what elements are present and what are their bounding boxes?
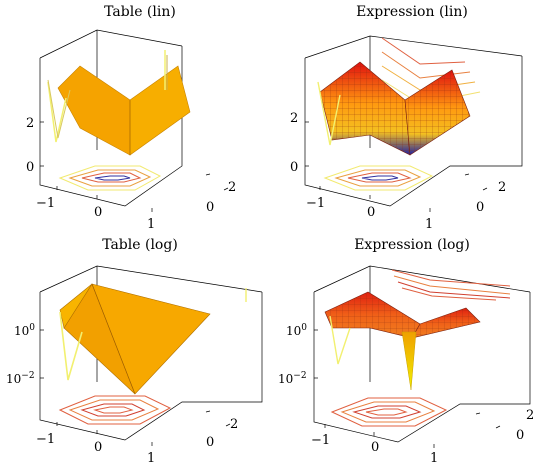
floor-contours — [330, 397, 448, 427]
ticks — [305, 121, 488, 212]
panel-expression-lin: Expression (lin) — [270, 0, 540, 232]
z-tick-label: 100 — [14, 323, 35, 338]
x-tick-label: −1 — [306, 196, 325, 211]
x-tick-label: 1 — [430, 451, 438, 464]
chart-table-log: 100 10−2 −1 0 1 0 2 — [6, 265, 263, 464]
chart-title: Expression (lin) — [356, 4, 468, 20]
x-tick-label: −1 — [311, 433, 330, 448]
y-tick-label: 0 — [206, 435, 214, 450]
floor-contours — [58, 165, 162, 191]
surface — [59, 283, 247, 395]
y-tick-label: 0 — [206, 200, 214, 215]
chart-title: Table (lin) — [104, 4, 176, 20]
z-tick-label: 10−2 — [278, 371, 307, 386]
floor-contours — [323, 165, 434, 191]
x-tick-label: 0 — [367, 205, 375, 220]
surface-mesh — [324, 291, 481, 391]
z-tick-label: 2 — [290, 111, 298, 126]
panel-table-lin: Table (lin) 2 0 −1 0 — [0, 0, 270, 232]
panel-table-log: Table (log) 100 10−2 −1 0 — [0, 232, 270, 464]
panel-expression-log: Expression (log) — [270, 232, 540, 464]
x-tick-label: −1 — [36, 432, 55, 447]
chart-expression-lin: 2 0 −1 0 1 0 2 — [290, 35, 523, 232]
x-tick-label: 1 — [425, 217, 433, 232]
chart-expression-log: 100 10−2 −1 0 1 0 2 — [278, 265, 534, 464]
floor-contours — [58, 395, 172, 425]
x-tick-label: 1 — [147, 217, 155, 232]
chart-title: Table (log) — [102, 237, 178, 253]
z-tick-label: 10−2 — [6, 371, 35, 386]
x-tick-label: 0 — [94, 205, 102, 220]
z-tick-label: 0 — [290, 160, 298, 175]
z-tick-label: 100 — [286, 323, 307, 338]
surface — [47, 50, 191, 156]
chart-title: Expression (log) — [354, 237, 470, 253]
y-tick-label: 2 — [230, 417, 238, 432]
y-tick-label: 2 — [526, 408, 534, 423]
y-tick-label: 0 — [516, 428, 524, 443]
chart-table-lin: 2 0 −1 0 1 0 2 — [26, 29, 236, 232]
y-tick-label: 2 — [498, 180, 506, 195]
ticks — [40, 121, 229, 212]
x-tick-label: 1 — [147, 451, 155, 464]
y-tick-label: 0 — [476, 200, 484, 215]
ticks — [314, 329, 501, 448]
x-tick-label: 0 — [371, 440, 379, 455]
ticks — [40, 329, 231, 446]
z-tick-label: 2 — [26, 116, 34, 131]
surface-mesh — [317, 61, 471, 156]
y-tick-label: 2 — [228, 180, 236, 195]
z-tick-label: 0 — [26, 160, 34, 175]
x-tick-label: 0 — [94, 440, 102, 455]
x-tick-label: −1 — [36, 196, 55, 211]
back-wall-contours — [391, 269, 511, 301]
